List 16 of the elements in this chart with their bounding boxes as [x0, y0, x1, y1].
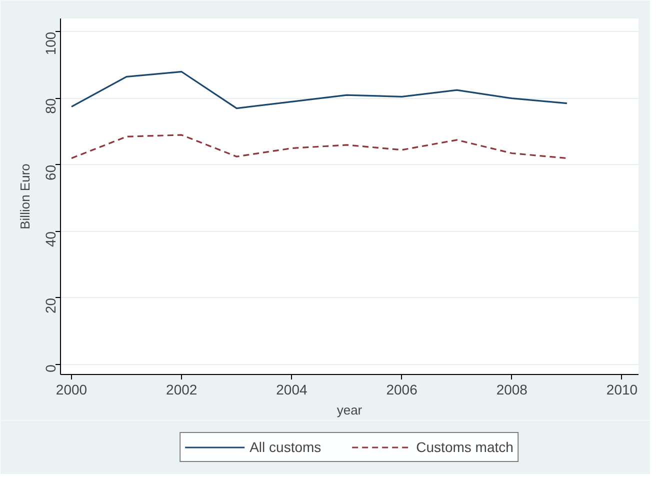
y-tick-label: 0 — [42, 364, 58, 372]
x-tick-label: 2006 — [386, 382, 418, 398]
x-tick-label: 2002 — [166, 382, 198, 398]
y-tick-label: 60 — [42, 164, 58, 180]
y-tick-label: 100 — [42, 32, 58, 56]
x-tick-label: 2008 — [496, 382, 528, 398]
legend-label: Customs match — [416, 439, 514, 455]
x-tick-label: 2000 — [56, 382, 88, 398]
x-tick-label: 2010 — [606, 382, 638, 398]
x-axis-title: year — [336, 402, 363, 418]
legend-label: All customs — [250, 439, 322, 455]
y-tick-label: 80 — [42, 98, 58, 114]
y-tick-label: 20 — [42, 298, 58, 314]
y-axis-title: Billion Euro — [18, 164, 32, 230]
y-tick-label: 40 — [42, 231, 58, 248]
x-tick-label: 2004 — [276, 382, 308, 398]
